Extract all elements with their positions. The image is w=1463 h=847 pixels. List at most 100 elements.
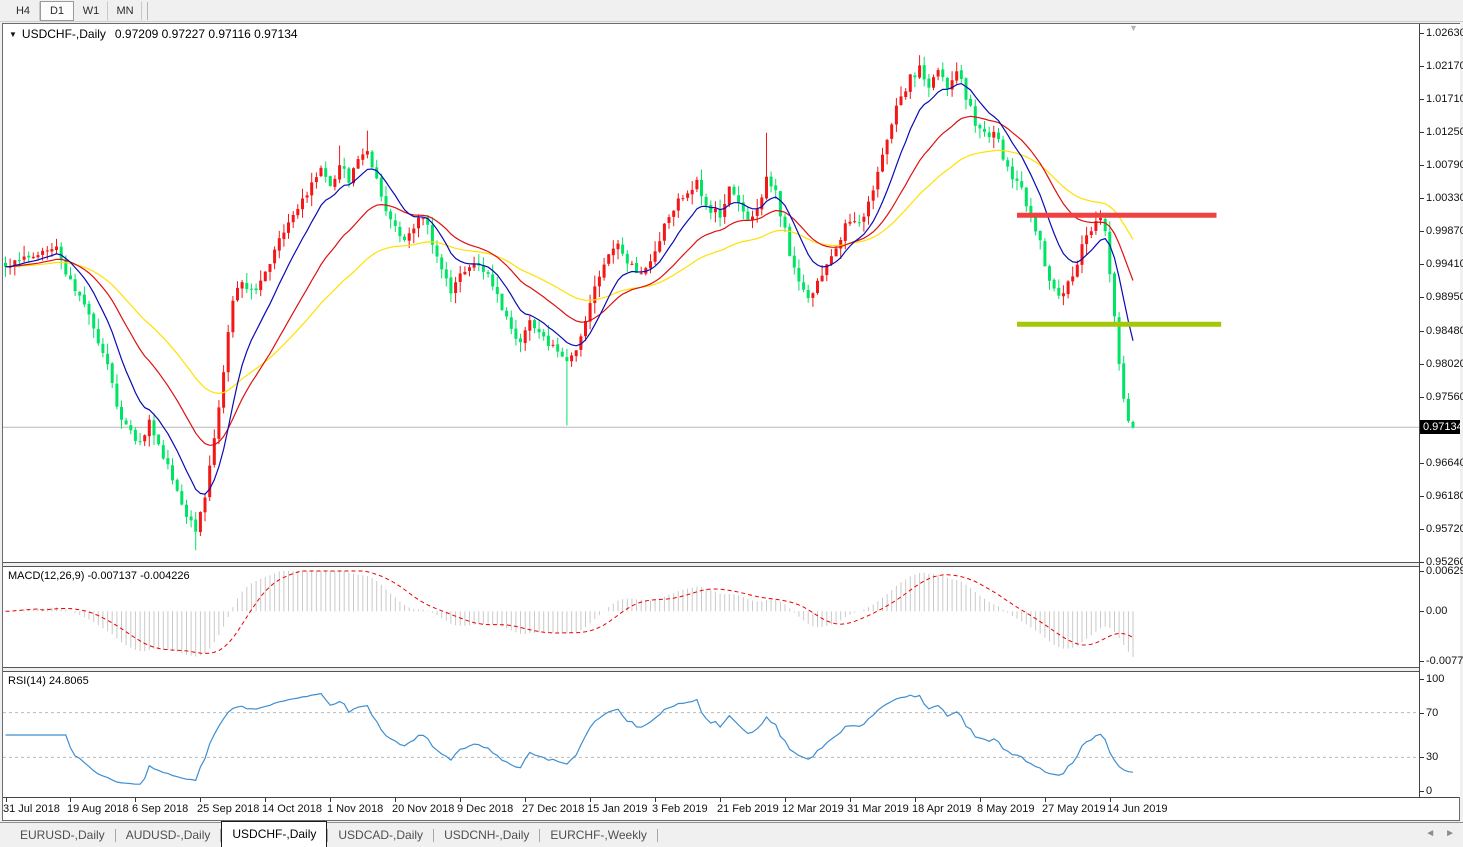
rsi-value: 24.8065 <box>48 675 89 687</box>
pane-divider <box>3 797 1459 798</box>
pane-splitter[interactable] <box>3 562 1459 567</box>
chart-shift-marker-icon[interactable]: ▼ <box>1129 23 1138 33</box>
macd-axis-tick-label: 0.00 <box>1420 605 1447 618</box>
tab-scroll-arrows: ◄ ► <box>1425 827 1455 841</box>
price-axis-tick-label: 0.97560 <box>1420 391 1463 404</box>
price-chart-pane[interactable] <box>3 24 1419 562</box>
tab-usdcad-daily[interactable]: USDCAD-,Daily <box>338 828 424 842</box>
price-axis-tick-label: 0.98480 <box>1420 325 1463 338</box>
date-label: 15 Jan 2019 <box>587 803 648 815</box>
date-label: 6 Sep 2018 <box>132 803 189 815</box>
price-axis-tick-label: 1.00790 <box>1420 159 1463 172</box>
date-label: 31 Mar 2019 <box>847 803 909 815</box>
tab-scroll-right-icon[interactable]: ► <box>1445 828 1455 839</box>
date-label: 8 May 2019 <box>977 803 1035 815</box>
tab-separator <box>327 828 329 842</box>
time-axis-tick <box>915 798 916 802</box>
price-axis-tick-label: 1.00330 <box>1420 192 1463 205</box>
timeframe-toolbar: H4 D1 W1 MN <box>0 0 1463 22</box>
date-label: 12 Mar 2019 <box>782 803 844 815</box>
price-axis-tick-label: 0.99870 <box>1420 225 1463 238</box>
chart-tab-bar: EURUSD-,Daily AUDUSD-,Daily USDCHF-,Daily U… <box>0 820 1463 847</box>
tab-usdchf-daily[interactable]: USDCHF-,Daily <box>221 820 328 847</box>
time-axis-tick <box>70 798 71 802</box>
date-label: 14 Jun 2019 <box>1107 803 1168 815</box>
date-label: 18 Apr 2019 <box>912 803 972 815</box>
ohlc-values: 0.97209 0.97227 0.97116 0.97134 <box>114 27 298 41</box>
rsi-indicator-pane[interactable] <box>3 672 1419 797</box>
time-axis-tick <box>395 798 396 802</box>
tab-eurchf-weekly[interactable]: EURCHF-,Weekly <box>550 828 647 842</box>
macd-indicator-pane[interactable] <box>3 567 1419 667</box>
tab-separator <box>114 828 116 842</box>
timeframe-button-w1[interactable]: W1 <box>74 0 108 21</box>
tab-usdcnh-daily[interactable]: USDCNH-,Daily <box>444 828 530 842</box>
tab-separator <box>220 828 222 842</box>
tab-eurusd-daily[interactable]: EURUSD-,Daily <box>20 828 105 842</box>
date-label: 19 Aug 2018 <box>67 803 129 815</box>
time-axis-tick <box>330 798 331 802</box>
time-axis[interactable]: 31 Jul 2018 19 Aug 2018 6 Sep 2018 25 Sep 2… <box>3 798 1459 820</box>
tab-separator <box>433 828 435 842</box>
date-label: 27 Dec 2018 <box>522 803 585 815</box>
date-label: 25 Sep 2018 <box>197 803 260 815</box>
tab-separator <box>539 828 541 842</box>
rsi-label: RSI(14) 24.8065 <box>8 675 89 687</box>
rsi-axis-tick-label: 100 <box>1420 673 1444 686</box>
time-axis-tick <box>850 798 851 802</box>
time-axis-tick <box>980 798 981 802</box>
symbol-period-label: USDCHF-,Daily <box>21 27 106 41</box>
rsi-axis-tick-label: 70 <box>1420 707 1438 720</box>
price-axis-tick-label: 0.95720 <box>1420 523 1463 536</box>
rsi-axis-tick-label: 0 <box>1420 785 1432 798</box>
chart-title: ▼ USDCHF-,Daily 0.97209 0.97227 0.97116 0.… <box>9 27 298 41</box>
time-axis-tick <box>785 798 786 802</box>
macd-axis-tick-label: -0.007777 <box>1420 655 1463 668</box>
time-axis-tick <box>720 798 721 802</box>
date-label: 20 Nov 2018 <box>392 803 455 815</box>
time-axis-tick <box>1045 798 1046 802</box>
time-axis-tick <box>1110 798 1111 802</box>
time-axis-tick <box>655 798 656 802</box>
macd-values: -0.007137 -0.004226 <box>87 570 190 582</box>
price-axis-tick-label: 0.98020 <box>1420 358 1463 371</box>
date-label: 27 May 2019 <box>1042 803 1106 815</box>
price-axis-tick-label: 1.01250 <box>1420 126 1463 139</box>
date-label: 31 Jul 2018 <box>3 803 60 815</box>
tab-scroll-left-icon[interactable]: ◄ <box>1425 828 1436 839</box>
pane-splitter[interactable] <box>3 667 1459 672</box>
price-axis-tick-label: 1.02170 <box>1420 60 1463 73</box>
price-axis-tick-label: 0.96640 <box>1420 457 1463 470</box>
tab-audusd-daily[interactable]: AUDUSD-,Daily <box>125 828 211 842</box>
macd-axis-tick-label: 0.006293 <box>1420 565 1463 578</box>
date-label: 14 Oct 2018 <box>262 803 322 815</box>
price-axis-tick-label: 0.98950 <box>1420 291 1463 304</box>
chart-window <box>2 23 1460 821</box>
price-axis[interactable]: 1.02630 1.02170 1.01710 1.01250 1.00790 1.003… <box>1419 24 1463 798</box>
date-label: 9 Dec 2018 <box>457 803 514 815</box>
time-axis-tick <box>200 798 201 802</box>
date-label: 3 Feb 2019 <box>652 803 708 815</box>
one-click-dropdown-icon[interactable]: ▼ <box>9 30 17 39</box>
current-price-label: 0.97134 <box>1420 420 1463 434</box>
time-axis-tick <box>265 798 266 802</box>
timeframe-button-mn[interactable]: MN <box>108 0 142 21</box>
macd-label: MACD(12,26,9) -0.007137 -0.004226 <box>8 570 190 582</box>
timeframe-button-h4[interactable]: H4 <box>6 0 40 21</box>
date-label: 21 Feb 2019 <box>717 803 779 815</box>
rsi-axis-tick-label: 30 <box>1420 751 1438 764</box>
time-axis-tick <box>525 798 526 802</box>
time-axis-tick <box>6 798 7 802</box>
timeframe-button-d1[interactable]: D1 <box>40 0 74 21</box>
price-axis-tick-label: 1.02630 <box>1420 27 1463 40</box>
time-axis-tick <box>135 798 136 802</box>
tab-separator <box>656 828 658 842</box>
price-axis-tick-label: 0.96180 <box>1420 490 1463 503</box>
time-axis-tick <box>460 798 461 802</box>
price-axis-tick-label: 0.99410 <box>1420 258 1463 271</box>
date-label: 1 Nov 2018 <box>327 803 384 815</box>
price-axis-tick-label: 0.95260 <box>1420 556 1463 569</box>
price-axis-tick-label: 1.01710 <box>1420 93 1463 106</box>
toolbar-separator <box>147 1 148 20</box>
